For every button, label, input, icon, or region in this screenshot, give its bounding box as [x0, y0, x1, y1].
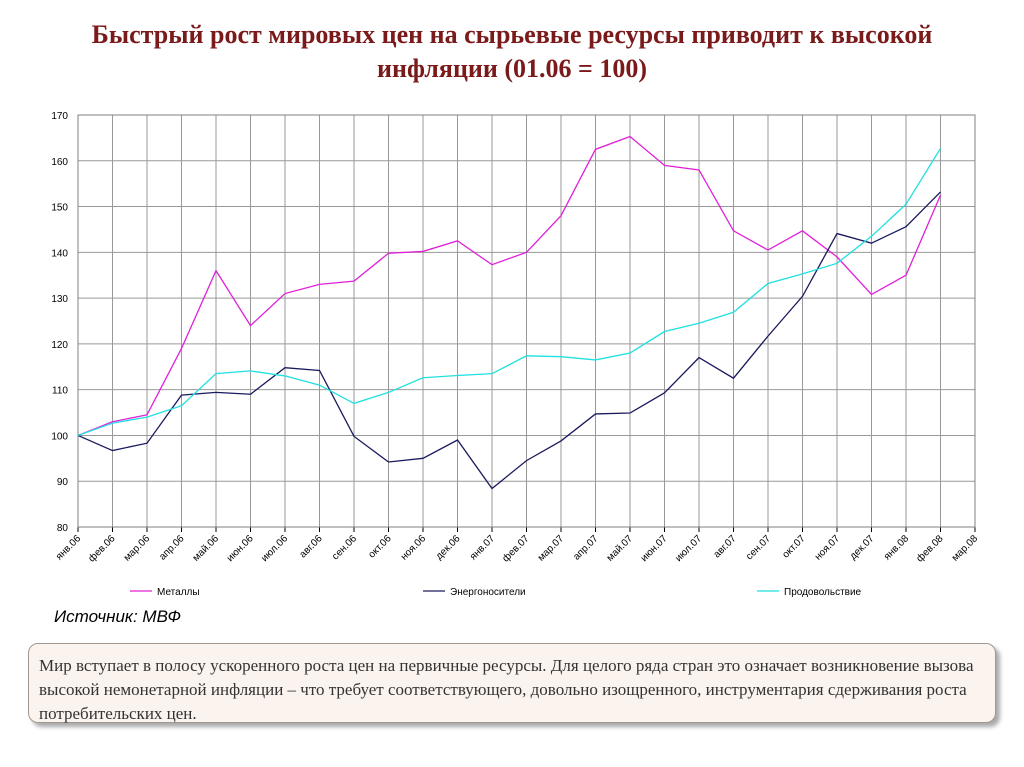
- chart: 80 90 100 110 120 130 140 150 160 170 янв.06 фев.06…: [51, 111, 981, 598]
- x-tick-label: дек.07: [848, 533, 877, 562]
- y-tick-label: 90: [57, 477, 69, 488]
- x-tick-label: фев.07: [500, 532, 532, 564]
- x-tick-label: июл.07: [673, 533, 704, 564]
- legend-label: Металлы: [157, 587, 200, 598]
- x-tick-label: май.06: [191, 533, 222, 564]
- x-tick-label: фев.08: [914, 532, 946, 564]
- x-tick-label: фев.06: [86, 532, 118, 564]
- x-tick-label: окт.07: [780, 533, 807, 560]
- x-tick-label: дек.06: [434, 533, 463, 562]
- y-tick-label: 120: [51, 340, 68, 351]
- x-tick-label: ноя.07: [813, 533, 843, 563]
- x-tick-label: сен.06: [330, 533, 359, 562]
- y-tick-label: 130: [51, 294, 68, 305]
- x-tick-label: ноя.06: [399, 533, 429, 563]
- chart-title: Быстрый рост мировых цен на сырьевые рес…: [91, 20, 933, 83]
- y-tick-label: 110: [52, 386, 68, 397]
- x-tick-label: мар.06: [122, 533, 153, 564]
- x-tick-label: мар.07: [536, 533, 567, 564]
- x-tick-label: апр.06: [157, 533, 187, 563]
- y-tick-label: 160: [51, 157, 68, 168]
- x-tick-label: июн.07: [639, 533, 670, 564]
- x-tick-label: июл.06: [259, 533, 290, 564]
- x-tick-label: мар.08: [950, 533, 981, 564]
- x-tick-label: янв.08: [882, 533, 911, 562]
- legend-label: Энергоносители: [450, 587, 526, 598]
- x-tick-label: авг.06: [298, 533, 325, 560]
- x-tick-label: июн.06: [225, 533, 256, 564]
- y-tick-label: 140: [51, 248, 68, 259]
- legend-label: Продовольствие: [784, 587, 862, 598]
- plot-frame: [77, 114, 976, 528]
- series-line: [77, 135, 942, 437]
- x-tick-label: янв.07: [468, 533, 497, 562]
- x-tick-label: май.07: [605, 533, 636, 564]
- source: Источник: МВФ: [54, 607, 182, 626]
- x-tick-label: апр.07: [571, 533, 601, 563]
- y-tick-label: 150: [51, 203, 68, 214]
- series-line: [77, 191, 941, 490]
- x-tick-label: янв.06: [54, 533, 83, 562]
- y-tick-label: 80: [57, 523, 69, 534]
- y-tick-label: 100: [51, 431, 68, 442]
- y-tick-label: 170: [51, 111, 68, 122]
- note-box: Мир вступает в полосу ускоренного роста …: [28, 643, 996, 723]
- x-tick-label: авг.07: [712, 533, 739, 560]
- series-line: [77, 148, 942, 437]
- x-tick-label: окт.06: [366, 533, 393, 560]
- x-tick-label: сен.07: [744, 533, 773, 562]
